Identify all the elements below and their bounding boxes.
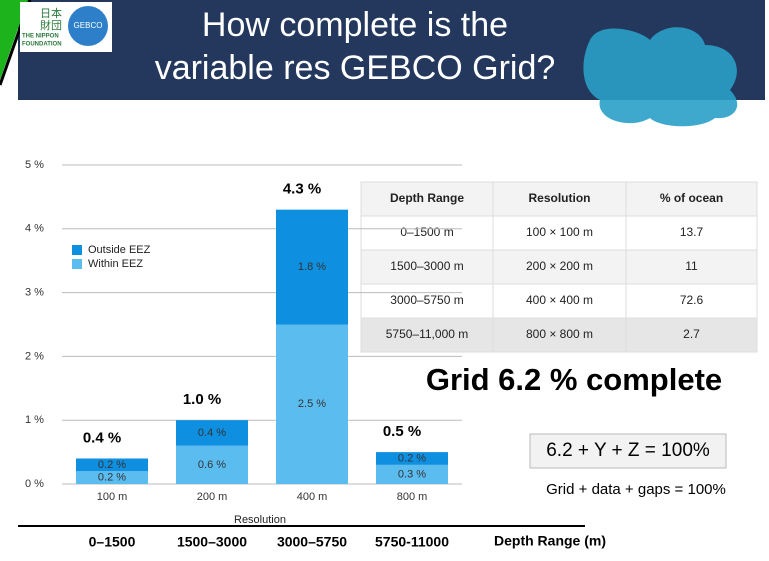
logo-text: FOUNDATION	[22, 42, 62, 48]
table-cell: 5750–11,000 m	[386, 327, 469, 341]
value-label: 0.2 %	[98, 459, 126, 471]
table-cell: 800 × 800 m	[526, 327, 593, 341]
x-tick-label: 800 m	[397, 491, 428, 503]
y-tick-label: 1 %	[25, 414, 44, 426]
table-cell: 2.7	[683, 327, 700, 341]
table-cell: 1500–3000 m	[390, 259, 463, 273]
logo-text: 財団	[40, 18, 62, 32]
table-cell: 400 × 400 m	[526, 293, 593, 307]
depth-label: Depth Range (m)	[494, 533, 606, 549]
value-label: 1.8 %	[298, 261, 326, 273]
table-cell: 11	[685, 259, 698, 273]
table-header: Depth Range	[390, 191, 464, 205]
total-label: 0.4 %	[83, 429, 121, 446]
y-tick-label: 5 %	[25, 159, 44, 171]
caption: Grid + data + gaps = 100%	[546, 481, 726, 498]
x-tick-label: 100 m	[97, 491, 128, 503]
table-cell: 72.6	[680, 293, 704, 307]
table-cell: 0–1500 m	[400, 225, 453, 239]
x-tick-label: 400 m	[297, 491, 328, 503]
total-label: 0.5 %	[383, 423, 421, 440]
logo-text: GEBCO	[74, 21, 103, 30]
table-cell: 100 × 100 m	[526, 225, 593, 239]
x-axis-label: Resolution	[234, 514, 286, 526]
page: {"header":{"title":["How complete is the…	[0, 0, 769, 561]
value-label: 0.6 %	[198, 459, 226, 471]
equation: 6.2 + Y + Z = 100%	[546, 440, 710, 461]
table-cell: 3000–5750 m	[390, 293, 463, 307]
legend-swatch	[72, 259, 82, 269]
legend-label: Outside EEZ	[88, 244, 151, 256]
y-tick-label: 2 %	[25, 350, 44, 362]
slide-title: How complete is the	[202, 6, 508, 44]
y-tick-label: 0 %	[25, 478, 44, 490]
slide: 日本 財団 THE NIPPON FOUNDATION GEBCO How co…	[0, 0, 769, 561]
x-tick-label: 200 m	[197, 491, 228, 503]
logo-text: THE NIPPON	[22, 34, 59, 40]
depth-range: 3000–5750	[277, 534, 347, 550]
legend-label: Within EEZ	[88, 258, 143, 270]
table-header: Resolution	[529, 191, 591, 205]
total-label: 4.3 %	[283, 181, 321, 198]
y-tick-label: 4 %	[25, 223, 44, 235]
table-header: % of ocean	[660, 191, 723, 205]
value-label: 0.2 %	[398, 452, 426, 464]
headline: Grid 6.2 % complete	[426, 362, 722, 397]
depth-range: 1500–3000	[177, 534, 247, 550]
logo-text: 日本	[40, 6, 62, 20]
table: Depth Range Resolution % of ocean 0–1500 m 1…	[361, 182, 757, 352]
slide-title: variable res GEBCO Grid?	[155, 49, 556, 87]
value-label: 0.3 %	[398, 468, 426, 480]
table-cell: 13.7	[680, 225, 704, 239]
value-label: 2.5 %	[298, 398, 326, 410]
table-cell: 200 × 200 m	[526, 259, 593, 273]
total-label: 1.0 %	[183, 391, 221, 408]
depth-range: 0–1500	[89, 534, 136, 550]
y-tick-label: 3 %	[25, 287, 44, 299]
value-label: 0.2 %	[98, 472, 126, 484]
value-label: 0.4 %	[198, 427, 226, 439]
legend-swatch	[72, 245, 82, 255]
depth-range: 5750-11000	[375, 534, 449, 550]
